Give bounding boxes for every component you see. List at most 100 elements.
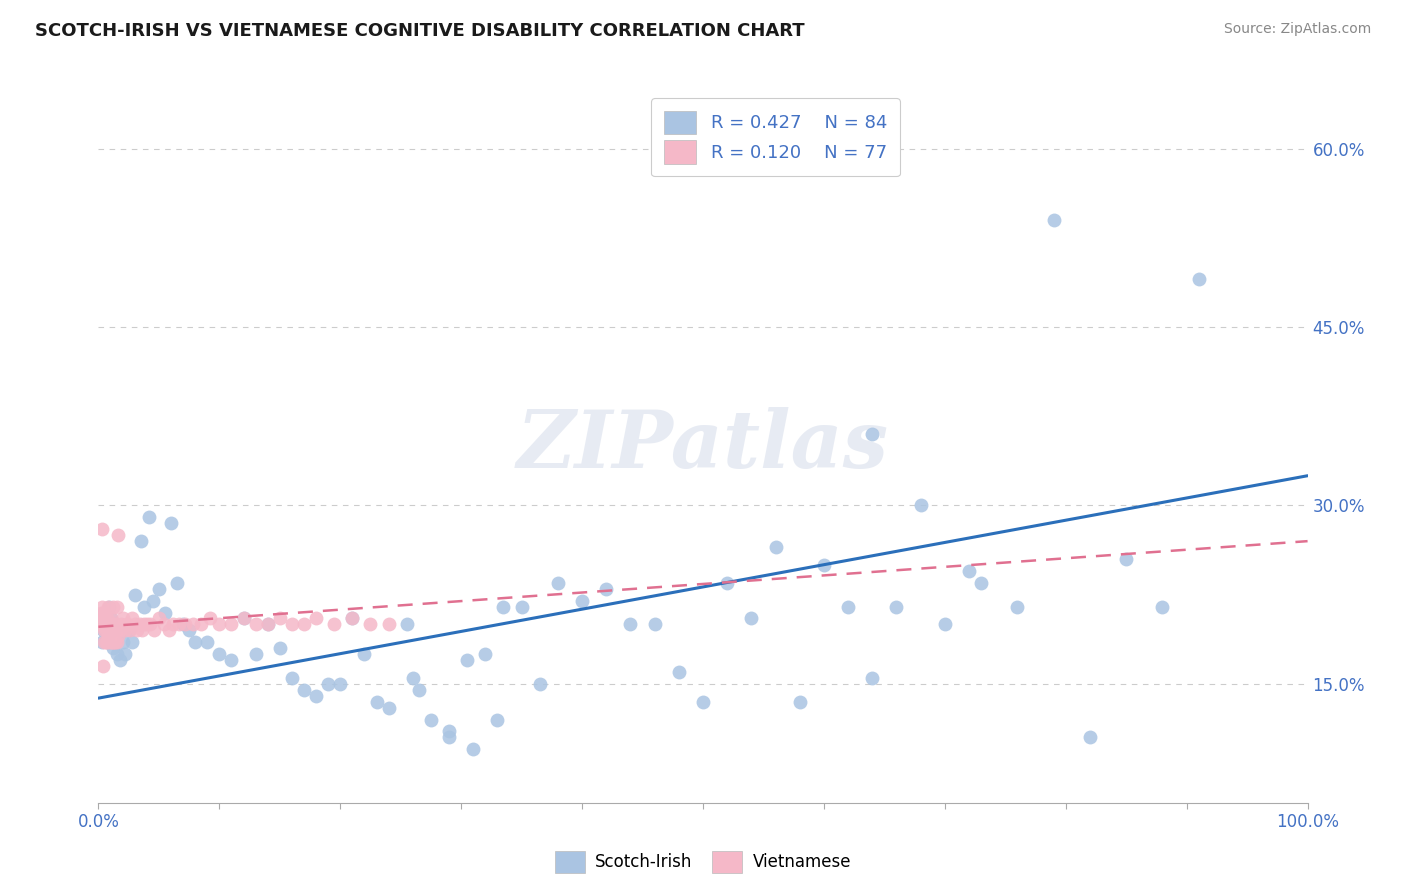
- Point: [813, 558, 835, 572]
- Point: [644, 617, 666, 632]
- Point: [221, 617, 243, 632]
- Point: [93, 606, 115, 620]
- Point: [529, 677, 551, 691]
- Point: [1188, 272, 1211, 286]
- Point: [408, 682, 430, 697]
- Point: [221, 653, 243, 667]
- Point: [198, 611, 221, 625]
- Point: [101, 641, 124, 656]
- Point: [510, 599, 533, 614]
- Point: [1078, 731, 1101, 745]
- Point: [107, 528, 129, 542]
- Point: [91, 617, 114, 632]
- Point: [108, 624, 131, 638]
- Point: [692, 695, 714, 709]
- Point: [96, 611, 118, 625]
- Point: [716, 575, 738, 590]
- Point: [97, 599, 120, 614]
- Text: SCOTCH-IRISH VS VIETNAMESE COGNITIVE DISABILITY CORRELATION CHART: SCOTCH-IRISH VS VIETNAMESE COGNITIVE DIS…: [35, 22, 804, 40]
- Point: [305, 611, 328, 625]
- Point: [860, 671, 883, 685]
- Point: [208, 647, 231, 661]
- Point: [152, 617, 174, 632]
- Point: [100, 624, 122, 638]
- Point: [134, 599, 156, 614]
- Legend: R = 0.427    N = 84, R = 0.120    N = 77: R = 0.427 N = 84, R = 0.120 N = 77: [651, 98, 900, 177]
- Point: [114, 624, 136, 638]
- Point: [114, 647, 136, 661]
- Point: [121, 635, 143, 649]
- Point: [256, 617, 278, 632]
- Point: [281, 671, 304, 685]
- Point: [97, 635, 120, 649]
- Point: [910, 499, 932, 513]
- Point: [111, 611, 134, 625]
- Point: [128, 617, 150, 632]
- Point: [402, 671, 425, 685]
- Point: [101, 599, 124, 614]
- Point: [886, 599, 908, 614]
- Point: [94, 635, 117, 649]
- Point: [134, 617, 156, 632]
- Point: [740, 611, 762, 625]
- Point: [118, 624, 141, 638]
- Point: [619, 617, 641, 632]
- Point: [118, 624, 141, 638]
- Point: [256, 617, 278, 632]
- Point: [139, 617, 162, 632]
- Point: [104, 635, 127, 649]
- Point: [153, 606, 176, 620]
- Point: [103, 617, 125, 632]
- Point: [98, 617, 121, 632]
- Point: [100, 611, 122, 625]
- Point: [245, 647, 267, 661]
- Point: [360, 617, 382, 632]
- Point: [463, 742, 485, 756]
- Point: [96, 617, 118, 632]
- Point: [860, 427, 883, 442]
- Point: [316, 677, 339, 691]
- Point: [474, 647, 496, 661]
- Point: [91, 624, 114, 638]
- Point: [377, 700, 399, 714]
- Point: [108, 653, 131, 667]
- Point: [121, 611, 143, 625]
- Point: [90, 606, 112, 620]
- Point: [162, 617, 184, 632]
- Point: [101, 617, 124, 632]
- Point: [329, 677, 352, 691]
- Point: [94, 617, 117, 632]
- Point: [281, 617, 304, 632]
- Point: [323, 617, 346, 632]
- Point: [100, 635, 122, 649]
- Point: [101, 635, 124, 649]
- Point: [232, 611, 254, 625]
- Point: [91, 635, 114, 649]
- Point: [97, 629, 120, 643]
- Point: [190, 617, 212, 632]
- Point: [100, 617, 122, 632]
- Point: [547, 575, 569, 590]
- Point: [160, 516, 183, 531]
- Point: [117, 617, 139, 632]
- Point: [96, 635, 118, 649]
- Point: [342, 611, 364, 625]
- Point: [108, 624, 131, 638]
- Point: [135, 617, 157, 632]
- Point: [138, 510, 160, 524]
- Point: [93, 635, 115, 649]
- Point: [1007, 599, 1029, 614]
- Text: ZIPatlas: ZIPatlas: [517, 408, 889, 484]
- Point: [395, 617, 418, 632]
- Point: [245, 617, 267, 632]
- Point: [195, 635, 218, 649]
- Point: [94, 629, 117, 643]
- Point: [148, 582, 170, 596]
- Point: [172, 617, 194, 632]
- Point: [110, 617, 132, 632]
- Point: [208, 617, 231, 632]
- Point: [342, 611, 364, 625]
- Point: [765, 540, 787, 554]
- Point: [174, 617, 197, 632]
- Point: [157, 624, 180, 638]
